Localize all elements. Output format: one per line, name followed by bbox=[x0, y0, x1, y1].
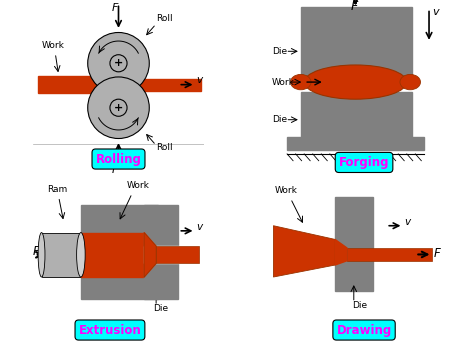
Text: Work: Work bbox=[275, 186, 298, 195]
Text: Die: Die bbox=[272, 115, 287, 124]
Bar bbox=[144, 205, 178, 299]
Bar bbox=[81, 233, 146, 277]
Text: Rolling: Rolling bbox=[96, 153, 141, 166]
Bar bbox=[136, 79, 201, 91]
Text: +: + bbox=[114, 103, 123, 113]
Text: F: F bbox=[33, 245, 40, 258]
Circle shape bbox=[88, 77, 149, 139]
Text: Ram: Ram bbox=[46, 185, 67, 194]
Bar bbox=[301, 92, 412, 140]
Text: Roll: Roll bbox=[156, 14, 173, 23]
Text: F: F bbox=[112, 165, 118, 175]
Text: Die: Die bbox=[272, 47, 287, 56]
Ellipse shape bbox=[304, 65, 407, 99]
Bar bbox=[93, 79, 136, 91]
Ellipse shape bbox=[38, 233, 45, 277]
Text: Forging: Forging bbox=[339, 156, 389, 169]
Bar bbox=[287, 137, 424, 150]
Ellipse shape bbox=[400, 75, 420, 90]
Polygon shape bbox=[273, 226, 335, 277]
Text: Extrusion: Extrusion bbox=[79, 324, 141, 337]
Polygon shape bbox=[144, 233, 156, 277]
Text: v: v bbox=[432, 7, 439, 17]
Text: Work: Work bbox=[42, 41, 64, 50]
Text: Roll: Roll bbox=[156, 144, 173, 153]
Text: Work: Work bbox=[127, 181, 150, 190]
Circle shape bbox=[88, 32, 149, 94]
Text: v: v bbox=[196, 75, 202, 86]
Text: v: v bbox=[196, 222, 202, 233]
Bar bbox=[144, 246, 182, 263]
Polygon shape bbox=[335, 239, 347, 265]
Bar bbox=[156, 246, 199, 263]
Text: F: F bbox=[433, 247, 440, 260]
Circle shape bbox=[110, 55, 127, 72]
Ellipse shape bbox=[77, 233, 85, 277]
Text: Drawing: Drawing bbox=[337, 324, 392, 337]
Text: v: v bbox=[404, 217, 410, 227]
Text: F: F bbox=[112, 3, 118, 13]
Bar bbox=[301, 7, 412, 75]
Text: +: + bbox=[114, 58, 123, 68]
Bar bbox=[347, 248, 432, 261]
Circle shape bbox=[110, 99, 127, 116]
Text: Die: Die bbox=[352, 301, 367, 310]
Text: F: F bbox=[350, 0, 357, 13]
Text: Die: Die bbox=[153, 304, 168, 313]
Bar bbox=[81, 205, 158, 299]
Bar bbox=[42, 233, 81, 277]
Ellipse shape bbox=[291, 75, 311, 90]
Text: Work: Work bbox=[272, 78, 294, 87]
Bar bbox=[335, 197, 373, 291]
Bar bbox=[38, 76, 98, 93]
